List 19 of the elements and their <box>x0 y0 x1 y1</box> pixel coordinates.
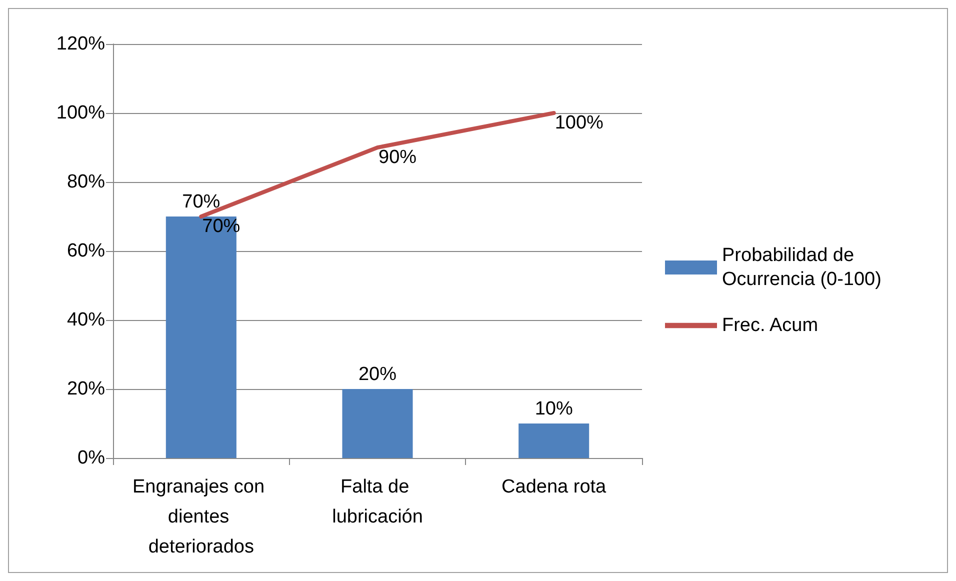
y-tick-label: 40% <box>66 310 106 330</box>
data-label: 70% <box>182 192 220 212</box>
data-label: 20% <box>358 364 397 385</box>
legend-label: Probabilidad de Ocurrencia (0-100) <box>722 245 882 290</box>
x-tick-label: Falta de lubricación <box>332 476 423 528</box>
x-tick-label: Cadena rota <box>502 476 607 498</box>
data-label: 90% <box>378 147 417 168</box>
y-tick-label: 60% <box>66 240 106 262</box>
y-tick-label: 100% <box>56 102 106 124</box>
y-tick-label: 20% <box>66 378 106 400</box>
data-label: 10% <box>534 398 573 420</box>
y-tick-label: 120% <box>56 34 106 54</box>
legend-label: Frec. Acum <box>722 315 818 336</box>
y-tick-label: 80% <box>66 172 106 192</box>
bar <box>342 389 413 458</box>
bar <box>518 424 590 458</box>
data-label: 100% <box>554 112 604 134</box>
y-tick-label: 0% <box>78 448 106 468</box>
x-tick-label: Engranajes con dientes deteriorados <box>132 476 270 558</box>
